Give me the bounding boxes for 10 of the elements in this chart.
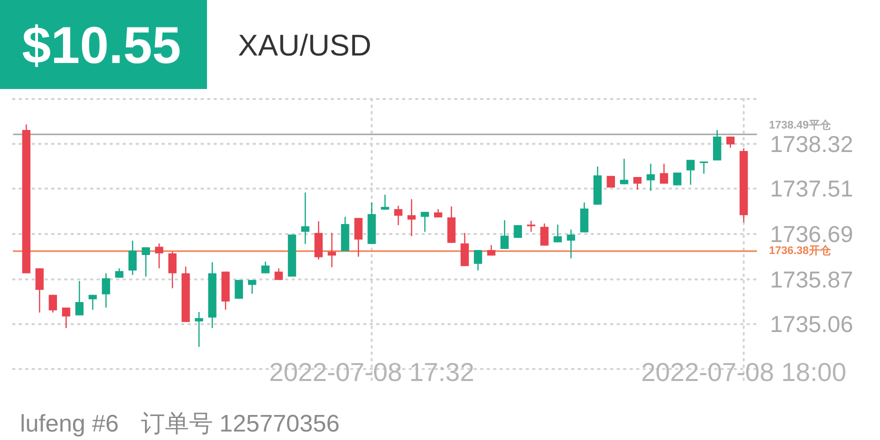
ytick: 1738.32 [770, 130, 854, 157]
title: XAU/USD [238, 30, 372, 62]
annotation-badge: $10.55 [0, 0, 207, 89]
annotation: lufeng #6 [20, 410, 119, 438]
xtick: 2022-07-08 17:32 [269, 357, 474, 387]
xtick: 2022-07-08 18:00 [641, 357, 846, 387]
ytick: 1735.06 [770, 311, 854, 338]
ytick: 1735.87 [770, 266, 854, 292]
annotation: 订单号 125770356 [140, 410, 340, 438]
ytick: 1737.51 [770, 176, 854, 202]
